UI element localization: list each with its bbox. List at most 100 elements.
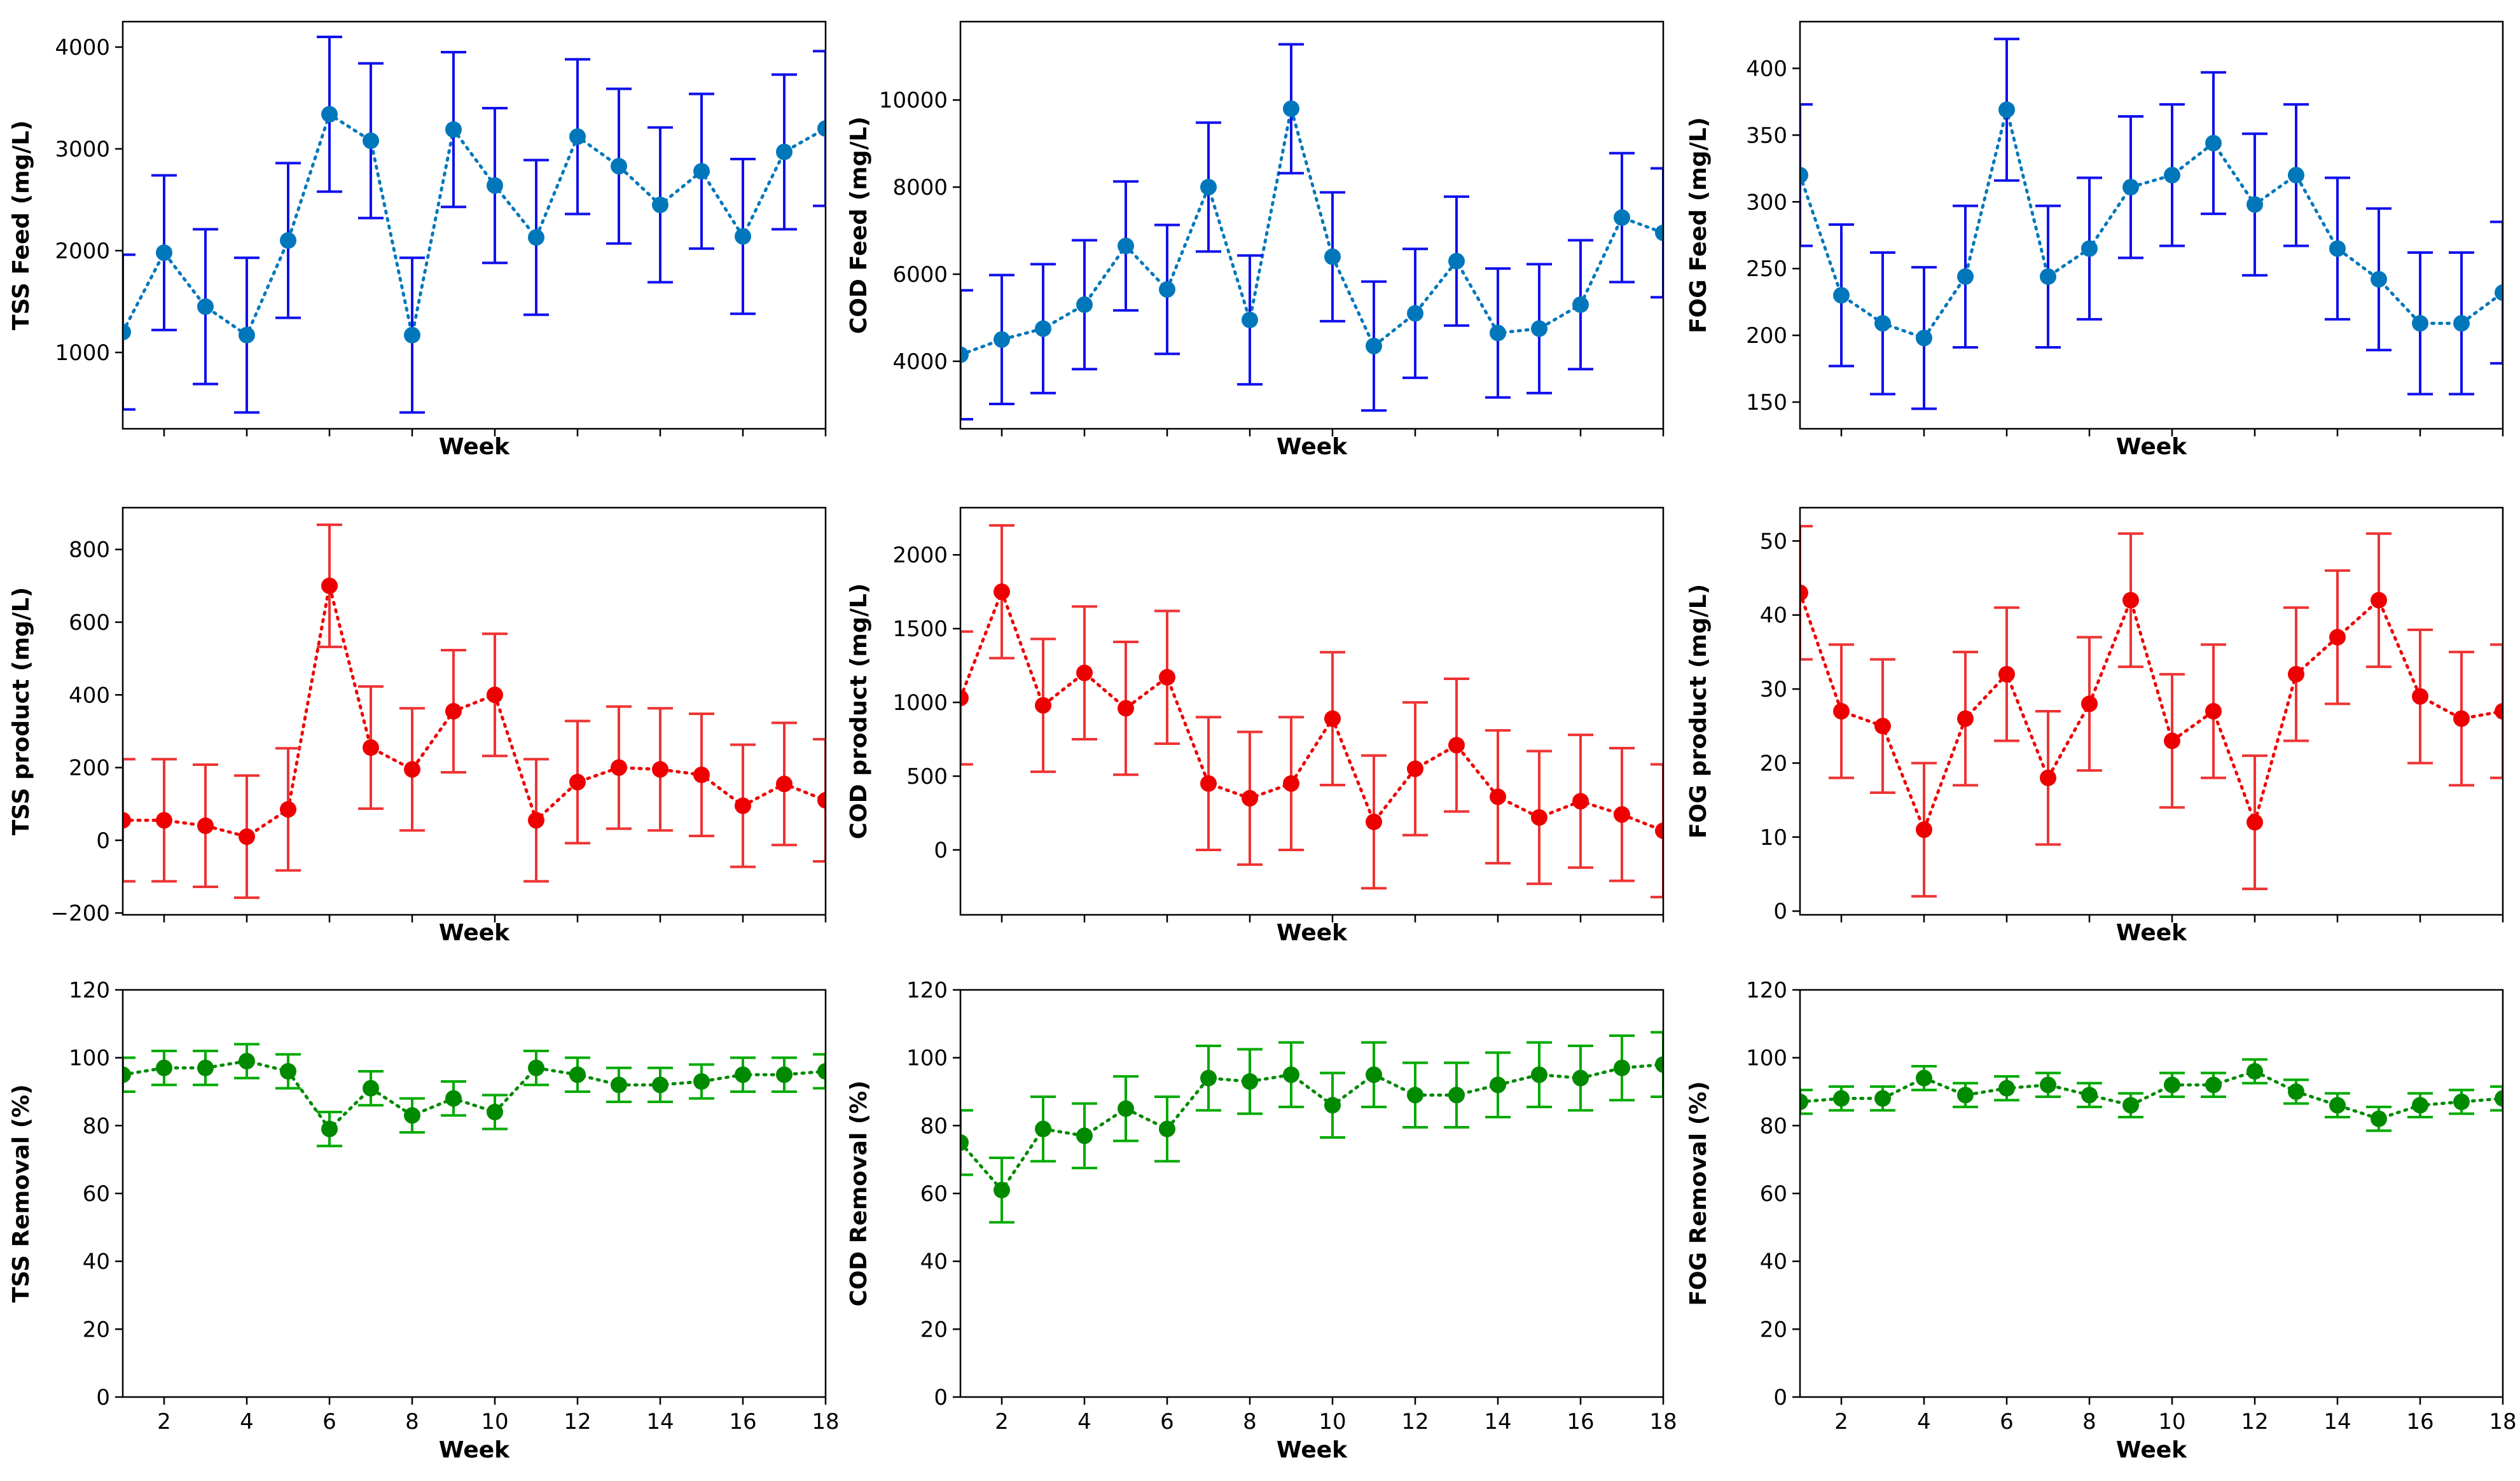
data-point <box>2205 134 2222 151</box>
y-tick-label: 10000 <box>879 88 948 113</box>
series-line <box>1800 1069 2503 1121</box>
data-point <box>2371 270 2387 288</box>
data-point <box>2164 732 2180 749</box>
y-axis-label: FOG Feed (mg/L) <box>1686 117 1712 333</box>
data-point <box>321 1120 338 1137</box>
data-point <box>404 1107 420 1124</box>
y-tick-label: 60 <box>1760 1181 1787 1207</box>
data-point <box>1800 167 1808 184</box>
x-tick-label: 18 <box>1649 1409 1677 1435</box>
data-point <box>280 801 296 818</box>
data-point <box>1200 1069 1217 1087</box>
tss-removal-series <box>123 1043 826 1148</box>
series-line <box>123 585 826 838</box>
plot-frame <box>1799 506 2504 916</box>
data-point <box>2288 665 2304 683</box>
data-point <box>2412 1097 2428 1114</box>
data-point <box>776 143 793 160</box>
data-point <box>1874 315 1891 332</box>
data-point <box>2205 703 2222 720</box>
data-point <box>239 828 255 845</box>
data-point <box>123 812 131 829</box>
data-point <box>1957 710 1974 727</box>
y-tick-label: 50 <box>1760 529 1787 554</box>
data-point <box>2122 592 2139 609</box>
data-point <box>2164 1076 2180 1094</box>
x-tick-label: 6 <box>322 1409 336 1435</box>
x-axis-label: Week <box>2116 434 2187 460</box>
data-point <box>445 1090 462 1107</box>
data-point <box>2040 769 2056 786</box>
data-point <box>528 812 544 829</box>
x-tick-label: 18 <box>812 1409 839 1435</box>
data-point <box>1490 788 1506 805</box>
y-tick-label: 0 <box>1773 1385 1787 1410</box>
data-point <box>1572 296 1589 313</box>
data-point <box>1957 268 1974 285</box>
data-point <box>1448 737 1465 754</box>
cod-feed-series <box>960 43 1663 421</box>
x-tick-label: 4 <box>1917 1409 1931 1435</box>
data-point <box>776 775 793 793</box>
data-point <box>2040 1076 2056 1094</box>
x-axis-label: Week <box>439 1437 510 1463</box>
data-point <box>280 232 296 249</box>
data-point <box>321 106 338 123</box>
y-tick-label: 40 <box>1760 1249 1787 1275</box>
x-tick-label: 8 <box>405 1409 419 1435</box>
data-point <box>363 1080 379 1097</box>
data-point <box>2329 1097 2346 1114</box>
y-tick-label: 100 <box>69 1046 110 1071</box>
cod-product-chart: 0 500 1000 1500 2000 Week COD product (mg/L) <box>846 506 1665 946</box>
plot-frame <box>959 20 1665 430</box>
data-point <box>1035 1120 1051 1137</box>
y-tick-label: 8000 <box>892 175 948 200</box>
data-point <box>2288 1083 2304 1100</box>
data-point <box>1242 789 1258 807</box>
y-tick-label: 40 <box>1760 603 1787 629</box>
x-tick-label: 8 <box>1243 1409 1257 1435</box>
y-tick-label: 4000 <box>55 35 110 60</box>
y-axis-label: FOG product (mg/L) <box>1686 584 1712 838</box>
y-tick-label: 80 <box>1760 1113 1787 1139</box>
plot-frame <box>121 506 827 916</box>
plot-frame <box>1799 20 2504 430</box>
y-tick-label: 30 <box>1760 677 1787 702</box>
data-point <box>817 120 826 137</box>
data-point <box>1833 287 1850 304</box>
data-point <box>1283 775 1299 792</box>
series-line <box>1800 591 2503 835</box>
x-tick-label: 2 <box>157 1409 171 1435</box>
data-point <box>735 797 751 814</box>
data-point <box>1366 337 1382 354</box>
fog-product-series <box>1800 525 2503 898</box>
data-point <box>1407 760 1423 777</box>
data-point <box>2040 268 2056 285</box>
y-tick-label: 1500 <box>892 616 948 642</box>
data-point <box>528 229 544 246</box>
series-line <box>960 1062 1663 1193</box>
y-tick-label: 20 <box>83 1317 110 1342</box>
data-point <box>2453 1094 2470 1110</box>
y-axis-label: COD product (mg/L) <box>846 583 872 839</box>
x-axis-label: Week <box>1277 1437 1348 1463</box>
y-tick-label: 6000 <box>892 262 948 288</box>
data-point <box>363 132 379 149</box>
data-point <box>487 686 503 704</box>
x-tick-label: 10 <box>2158 1409 2185 1435</box>
data-point <box>569 128 586 145</box>
data-point <box>1242 1073 1258 1090</box>
x-tick-label: 12 <box>564 1409 591 1435</box>
y-tick-label: 1000 <box>55 340 110 366</box>
y-tick-label: 2000 <box>55 239 110 264</box>
data-point <box>1957 1087 1974 1104</box>
y-tick-label: 0 <box>1773 899 1787 924</box>
data-point <box>2371 1110 2387 1127</box>
data-point <box>611 158 627 175</box>
x-tick-label: 4 <box>1077 1409 1091 1435</box>
data-point <box>2247 1063 2263 1080</box>
data-point <box>1916 330 1932 347</box>
data-point <box>652 197 668 213</box>
data-point <box>1118 700 1134 717</box>
